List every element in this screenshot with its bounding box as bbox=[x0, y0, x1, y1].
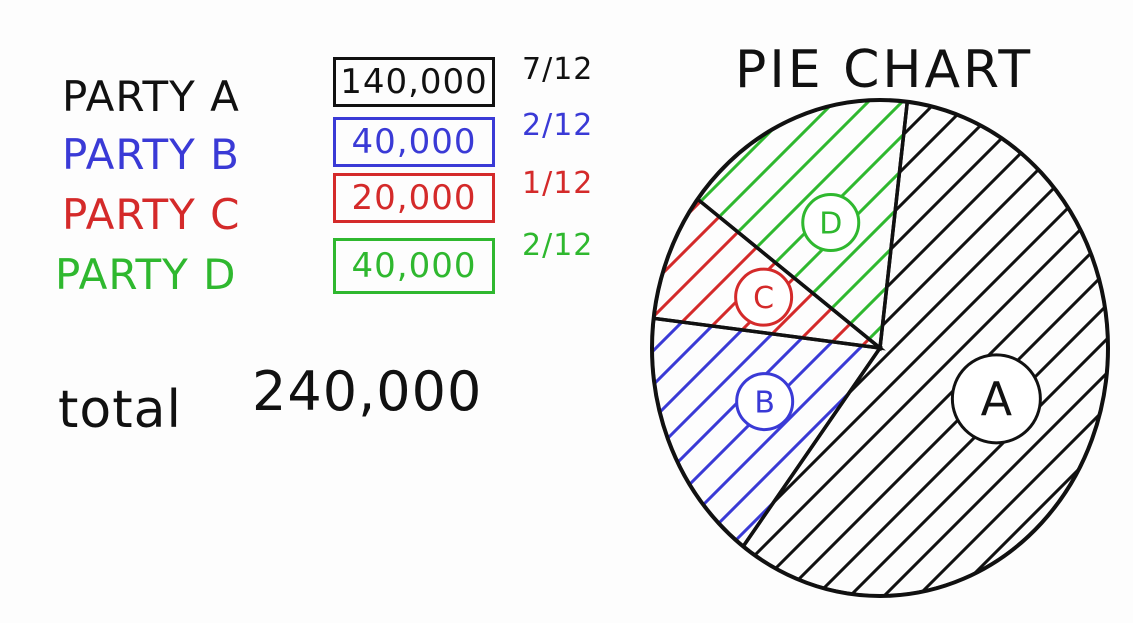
svg-text:A: A bbox=[981, 372, 1013, 426]
party-value-a: 140,000 bbox=[333, 57, 495, 107]
svg-text:B: B bbox=[754, 386, 775, 421]
party-value-c: 20,000 bbox=[333, 173, 495, 223]
party-value-d: 40,000 bbox=[333, 238, 495, 294]
party-fraction-c: 1/12 bbox=[522, 166, 594, 201]
pie-label-d: D bbox=[801, 193, 861, 253]
svg-text:D: D bbox=[819, 207, 842, 242]
party-label-d: PARTY D bbox=[55, 250, 237, 299]
party-label-b: PARTY B bbox=[62, 130, 240, 179]
pie-label-b: B bbox=[735, 372, 795, 432]
total-value: 240,000 bbox=[252, 360, 483, 423]
party-label-c: PARTY C bbox=[62, 190, 241, 239]
pie-label-c: C bbox=[734, 267, 794, 327]
chart-title: PIE CHART bbox=[735, 40, 1034, 100]
party-fraction-d: 2/12 bbox=[522, 228, 594, 263]
svg-text:C: C bbox=[753, 281, 774, 316]
total-label: total bbox=[58, 380, 182, 440]
party-label-a: PARTY A bbox=[62, 72, 240, 121]
party-fraction-a: 7/12 bbox=[522, 52, 594, 87]
party-fraction-b: 2/12 bbox=[522, 108, 594, 143]
pie-label-a: A bbox=[950, 353, 1042, 445]
pie-outline bbox=[650, 98, 1110, 598]
party-value-b: 40,000 bbox=[333, 117, 495, 167]
